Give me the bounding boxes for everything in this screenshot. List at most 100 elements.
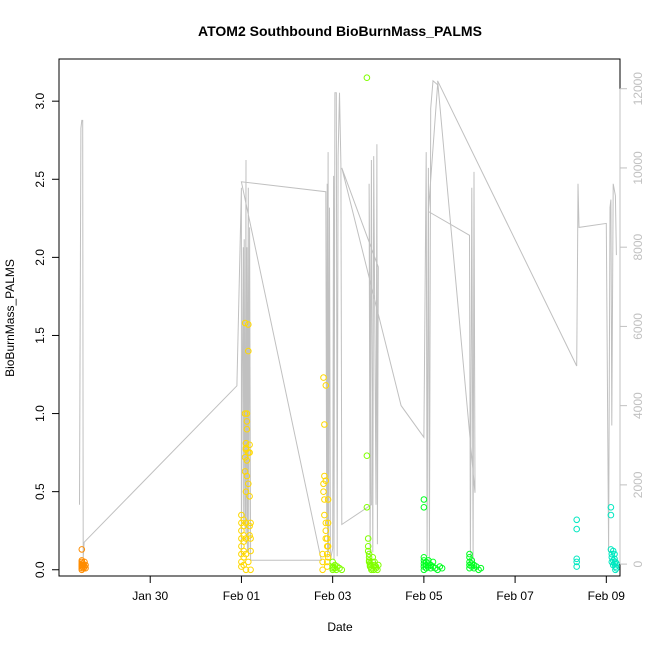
data-point	[247, 547, 254, 555]
y-tick-label: 3.0	[33, 93, 47, 110]
altitude-series-line	[79, 79, 617, 561]
data-point	[242, 550, 250, 558]
x-tick-label: Feb 01	[223, 589, 261, 603]
y-tick-label: 0.0	[33, 561, 47, 578]
data-point	[365, 554, 373, 561]
data-point	[573, 525, 581, 533]
data-point	[324, 519, 332, 527]
y2-tick-label: 2000	[631, 471, 645, 498]
data-point	[363, 74, 371, 81]
y2-tick-label: 0	[631, 560, 645, 567]
data-point	[245, 347, 252, 355]
data-point	[363, 504, 371, 511]
data-point	[241, 468, 249, 475]
data-point	[608, 550, 616, 558]
data-point	[243, 410, 251, 417]
data-point	[82, 564, 89, 572]
data-point	[364, 543, 372, 550]
data-point	[246, 493, 253, 500]
y-tick-label: 2.5	[33, 171, 47, 188]
y-tick-label: 2.0	[33, 249, 47, 266]
data-point	[319, 558, 326, 566]
data-point	[438, 564, 446, 572]
y-axis-label: BioBurnMass_PALMS	[3, 259, 17, 377]
data-point	[246, 522, 253, 530]
data-point	[246, 532, 253, 539]
y-tick-label: 1.5	[33, 327, 47, 344]
data-point	[466, 550, 473, 558]
y2-tick-label: 4000	[631, 392, 645, 419]
data-point	[241, 410, 249, 417]
data-point	[243, 425, 251, 433]
data-point	[242, 439, 250, 447]
data-point	[364, 547, 372, 555]
altitude-line-layer	[79, 79, 617, 561]
y2-tick-label: 12000	[631, 72, 645, 106]
x-tick-label: Feb 07	[496, 589, 534, 603]
data-point	[245, 558, 252, 566]
data-point	[477, 564, 485, 572]
data-point	[375, 561, 382, 569]
y-tick-label: 0.5	[33, 483, 47, 500]
data-point	[320, 374, 327, 381]
y2-tick-label: 10000	[631, 151, 645, 185]
chart-title: ATOM2 Southbound BioBurnMass_PALMS	[198, 23, 482, 39]
data-point	[247, 566, 254, 574]
data-point	[319, 550, 326, 558]
data-point	[613, 564, 620, 572]
data-point	[573, 516, 581, 524]
y-tick-label: 1.0	[33, 405, 47, 422]
data-point	[363, 452, 371, 460]
y2-tick-label: 8000	[631, 234, 645, 261]
data-point	[321, 472, 328, 480]
data-point	[573, 563, 581, 570]
data-point	[613, 560, 620, 567]
x-tick-label: Feb 05	[405, 589, 443, 603]
data-point	[241, 319, 249, 327]
data-point	[322, 519, 330, 527]
data-point	[81, 558, 88, 566]
data-point	[364, 535, 372, 542]
x-tick-label: Feb 03	[314, 589, 352, 603]
data-point	[609, 547, 617, 555]
y2-tick-label: 6000	[631, 313, 645, 340]
data-point	[322, 477, 330, 485]
data-point	[242, 566, 250, 574]
secondary-y-axis: 0 2000 4000 6000 8000 10000 12000	[619, 72, 645, 567]
data-point	[573, 558, 581, 566]
data-point	[371, 561, 378, 569]
data-point	[241, 454, 249, 461]
data-point	[324, 543, 332, 550]
data-point	[324, 496, 332, 503]
data-points-layer	[78, 74, 620, 574]
data-point	[247, 519, 254, 527]
x-axis-label: Date	[327, 620, 353, 634]
x-axis: Jan 30 Feb 01 Feb 03 Feb 05 Feb 07 Feb 09	[132, 575, 626, 603]
data-point	[242, 488, 250, 496]
data-point	[247, 535, 254, 542]
data-point	[420, 504, 428, 511]
data-point	[338, 566, 346, 574]
data-point	[323, 550, 331, 558]
data-point	[429, 558, 437, 566]
data-point	[365, 550, 373, 558]
data-point	[246, 449, 253, 456]
data-point	[321, 496, 328, 503]
data-point	[322, 527, 330, 535]
data-point	[319, 566, 326, 574]
data-point	[320, 488, 327, 496]
data-point	[612, 558, 619, 566]
data-point	[82, 561, 89, 569]
data-point	[321, 511, 328, 519]
x-tick-label: Jan 30	[132, 589, 168, 603]
data-point	[611, 550, 618, 558]
data-point	[573, 555, 581, 563]
data-point	[607, 511, 615, 519]
data-point	[246, 441, 253, 449]
data-point	[374, 566, 381, 574]
data-point	[245, 321, 252, 328]
data-point	[612, 563, 619, 570]
x-tick-label: Feb 09	[588, 589, 626, 603]
data-point	[420, 496, 428, 503]
